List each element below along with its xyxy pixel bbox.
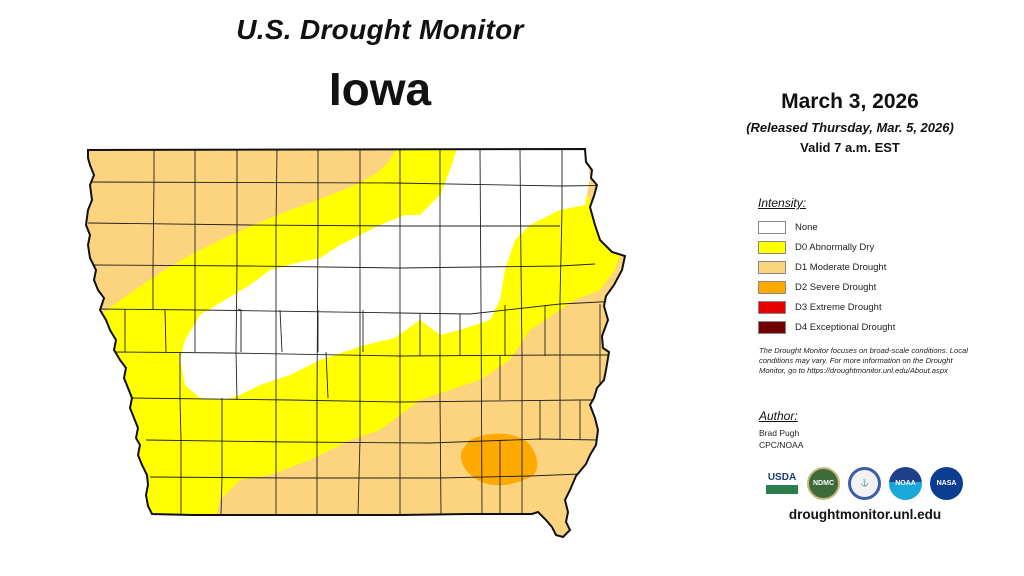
legend-item-d0: D0 Abnormally Dry <box>758 237 958 257</box>
legend-label: D1 Moderate Drought <box>795 261 887 273</box>
swatch-d0 <box>758 240 786 254</box>
d2-area-southeast <box>460 433 538 486</box>
map-date: March 3, 2026 <box>781 90 919 113</box>
footer-url: droughtmonitor.unl.edu <box>788 507 942 522</box>
swatch-d2 <box>758 280 786 294</box>
swatch-none <box>758 220 786 234</box>
usda-logo-icon: USDA <box>765 469 799 497</box>
nasa-logo-text: NASA <box>936 479 957 487</box>
legend-label: D3 Extreme Drought <box>795 301 882 313</box>
legend-item-d2: D2 Severe Drought <box>758 277 958 297</box>
author-block: Author: Brad Pugh CPC/NOAA <box>759 409 803 451</box>
author-title: Author: <box>759 409 798 423</box>
release-date: (Released Thursday, Mar. 5, 2026) <box>746 120 954 135</box>
author-name: Brad Pugh <box>759 428 800 438</box>
ndmc-logo-text: NDMC <box>813 479 834 487</box>
none-area-central <box>180 149 590 400</box>
valid-time: Valid 7 a.m. EST <box>800 140 900 155</box>
usda-logo-text: USDA <box>767 472 797 483</box>
doc-seal-glyph: ⚓ <box>860 480 869 487</box>
noaa-logo-icon: NOAA <box>889 466 922 500</box>
noaa-logo-text: NOAA <box>895 479 916 487</box>
date-block: March 3, 2026 (Released Thursday, Mar. 5… <box>700 90 1000 155</box>
author-org: CPC/NOAA <box>759 440 804 450</box>
disclaimer-note: The Drought Monitor focuses on broad-sca… <box>759 346 968 375</box>
partner-logos: USDA NDMC ⚓ NOAA NASA <box>765 466 965 500</box>
map-title: U.S. Drought Monitor <box>236 14 524 45</box>
doc-seal-icon: ⚓ <box>848 466 881 500</box>
legend-label: None <box>795 221 818 233</box>
legend-label: D4 Exceptional Drought <box>795 321 896 333</box>
legend-label: D2 Severe Drought <box>795 281 877 293</box>
swatch-d3 <box>758 300 786 314</box>
legend-item-d4: D4 Exceptional Drought <box>758 317 958 337</box>
legend-title: Intensity: <box>758 196 807 210</box>
legend-label: D0 Abnormally Dry <box>795 241 875 253</box>
swatch-d4 <box>758 320 786 334</box>
legend-item-d1: D1 Moderate Drought <box>758 257 958 277</box>
usda-logo-bar <box>766 485 798 494</box>
state-title: Iowa <box>328 63 432 115</box>
ndmc-logo-icon: NDMC <box>807 466 840 500</box>
nasa-logo-icon: NASA <box>930 466 963 500</box>
intensity-legend: Intensity: None D0 Abnormally Dry D1 Mod… <box>758 196 958 337</box>
legend-item-d3: D3 Extreme Drought <box>758 297 958 317</box>
legend-item-none: None <box>758 217 958 237</box>
swatch-d1 <box>758 260 786 274</box>
